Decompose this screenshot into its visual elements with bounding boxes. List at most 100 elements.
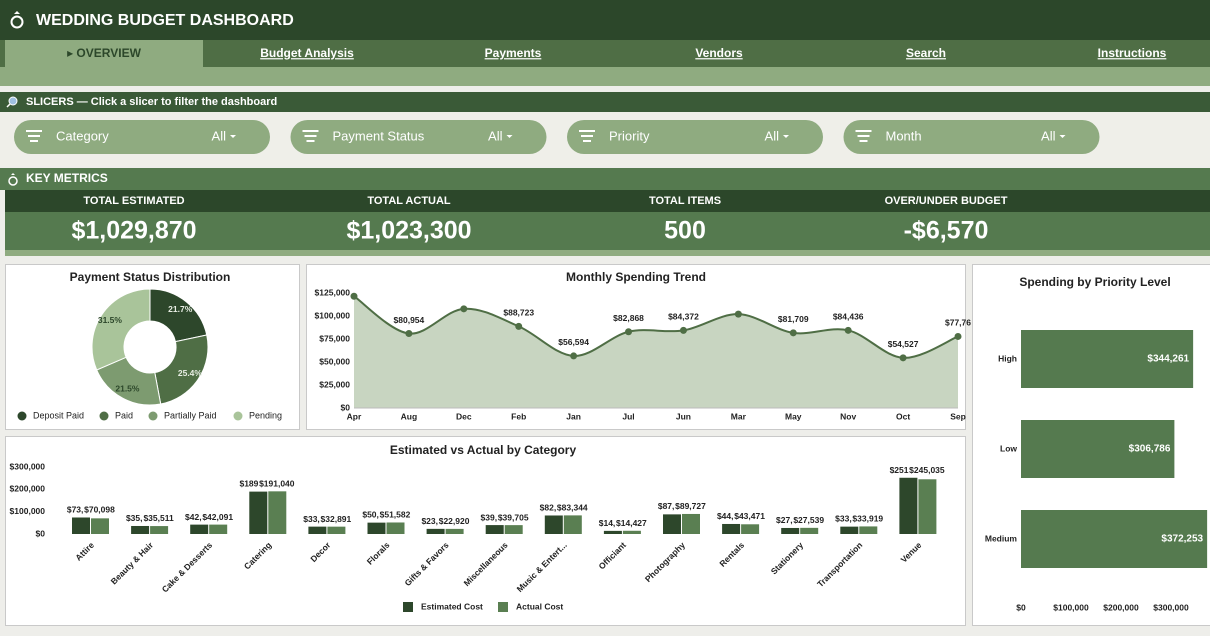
data-label: $50, xyxy=(362,510,379,520)
legend-label: Pending xyxy=(249,410,282,420)
x-tick-label: Sep xyxy=(950,411,966,421)
header-bar xyxy=(0,0,1210,40)
point xyxy=(954,332,962,340)
x-tick-label: Feb xyxy=(511,411,526,421)
point xyxy=(405,330,413,338)
donut-slice xyxy=(91,288,151,371)
x-tick-label: Oct xyxy=(896,411,910,421)
data-label: 31.5% xyxy=(98,315,123,325)
slicer-value[interactable]: All xyxy=(1041,128,1056,143)
bar xyxy=(72,517,90,534)
nav-tab[interactable]: Budget Analysis xyxy=(260,46,354,60)
slicer-label: Month xyxy=(886,128,922,143)
x-tick-label: May xyxy=(785,411,802,421)
point xyxy=(570,352,578,360)
data-label: $51,582 xyxy=(380,510,411,520)
point xyxy=(844,326,852,334)
data-label: $80,954 xyxy=(394,315,425,325)
x-tick-label: $100,000 xyxy=(1053,602,1089,612)
data-label: $33, xyxy=(303,514,320,524)
metric-value: 500 xyxy=(664,217,706,245)
data-label: $14, xyxy=(599,518,616,528)
dropdown-caret xyxy=(1059,135,1066,138)
bar xyxy=(327,526,346,534)
data-label: $42, xyxy=(185,512,202,522)
data-label: $35,511 xyxy=(143,513,174,523)
y-tick-label: $75,000 xyxy=(319,333,350,343)
legend-marker xyxy=(17,411,27,421)
data-label: $344,261 xyxy=(1147,354,1189,365)
data-label: $82, xyxy=(540,503,557,513)
chart-title: Spending by Priority Level xyxy=(1019,275,1170,289)
data-label: $245,035 xyxy=(909,465,945,475)
nav-tab[interactable]: Payments xyxy=(485,46,542,60)
slicer[interactable] xyxy=(14,120,270,154)
bar xyxy=(682,513,700,534)
x-tick-label: $300,000 xyxy=(1153,602,1189,612)
bar xyxy=(268,491,287,534)
category-label: Medium xyxy=(985,533,1018,543)
point xyxy=(789,329,797,337)
data-label: $44, xyxy=(717,511,734,521)
data-label: 21.7% xyxy=(168,304,193,314)
point xyxy=(679,326,687,334)
data-label: $56,594 xyxy=(558,337,589,347)
data-label: $23, xyxy=(421,516,438,526)
legend-marker xyxy=(99,411,109,421)
bar xyxy=(386,522,405,534)
y-tick-label: $100,000 xyxy=(315,310,351,320)
metrics-header xyxy=(0,168,1210,190)
bar xyxy=(367,522,386,534)
slicer[interactable] xyxy=(843,120,1100,154)
bar xyxy=(781,527,800,534)
x-tick-label: Dec xyxy=(456,411,472,421)
data-label: $372,253 xyxy=(1161,534,1203,545)
bar xyxy=(426,528,445,534)
data-label: 25.4% xyxy=(178,368,203,378)
bar xyxy=(445,528,464,534)
data-label: $42,091 xyxy=(202,512,233,522)
area xyxy=(354,296,958,408)
bar xyxy=(1021,510,1208,568)
nav-tab[interactable]: Vendors xyxy=(695,46,743,60)
bar xyxy=(485,525,504,534)
y-tick-label: $125,000 xyxy=(315,287,351,297)
nav-tab[interactable]: Instructions xyxy=(1098,46,1167,60)
bar xyxy=(840,526,859,534)
x-tick-label: Aug xyxy=(401,411,418,421)
slicer-label: Payment Status xyxy=(333,128,425,143)
slicer-value[interactable]: All xyxy=(765,128,780,143)
ring-icon xyxy=(10,11,24,29)
y-tick-label: $200,000 xyxy=(10,484,46,494)
slicer[interactable] xyxy=(290,120,547,154)
metric-value: $1,023,300 xyxy=(346,217,471,245)
bar xyxy=(308,526,327,534)
nav-tab[interactable]: ▸ OVERVIEW xyxy=(67,46,141,60)
data-label: $70,098 xyxy=(84,505,115,515)
data-label: $77,76 xyxy=(945,318,971,328)
slicers-header xyxy=(0,92,1210,112)
legend-label: Partially Paid xyxy=(164,410,217,420)
bar xyxy=(622,530,641,534)
active-tab xyxy=(5,40,203,67)
slicer-value[interactable]: All xyxy=(212,128,227,143)
data-label: $83,344 xyxy=(557,503,588,513)
ring-icon xyxy=(8,173,18,186)
slicer[interactable] xyxy=(567,120,823,154)
data-label: $191,040 xyxy=(259,479,295,489)
x-tick-label: $200,000 xyxy=(1103,602,1139,612)
metric-label: OVER/UNDER BUDGET xyxy=(885,195,1008,207)
x-tick-label: Jan xyxy=(566,411,581,421)
bar xyxy=(190,524,209,534)
data-label: $81,709 xyxy=(778,314,809,324)
nav-tab[interactable]: Search xyxy=(906,46,946,60)
bar xyxy=(1021,330,1194,388)
data-label: $33, xyxy=(835,514,852,524)
bar xyxy=(150,526,169,534)
slicer-value[interactable]: All xyxy=(488,128,503,143)
y-tick-label: $0 xyxy=(341,402,351,412)
data-label: $82,868 xyxy=(613,313,644,323)
data-label: $84,436 xyxy=(833,312,864,322)
chart-title: Monthly Spending Trend xyxy=(566,270,706,284)
